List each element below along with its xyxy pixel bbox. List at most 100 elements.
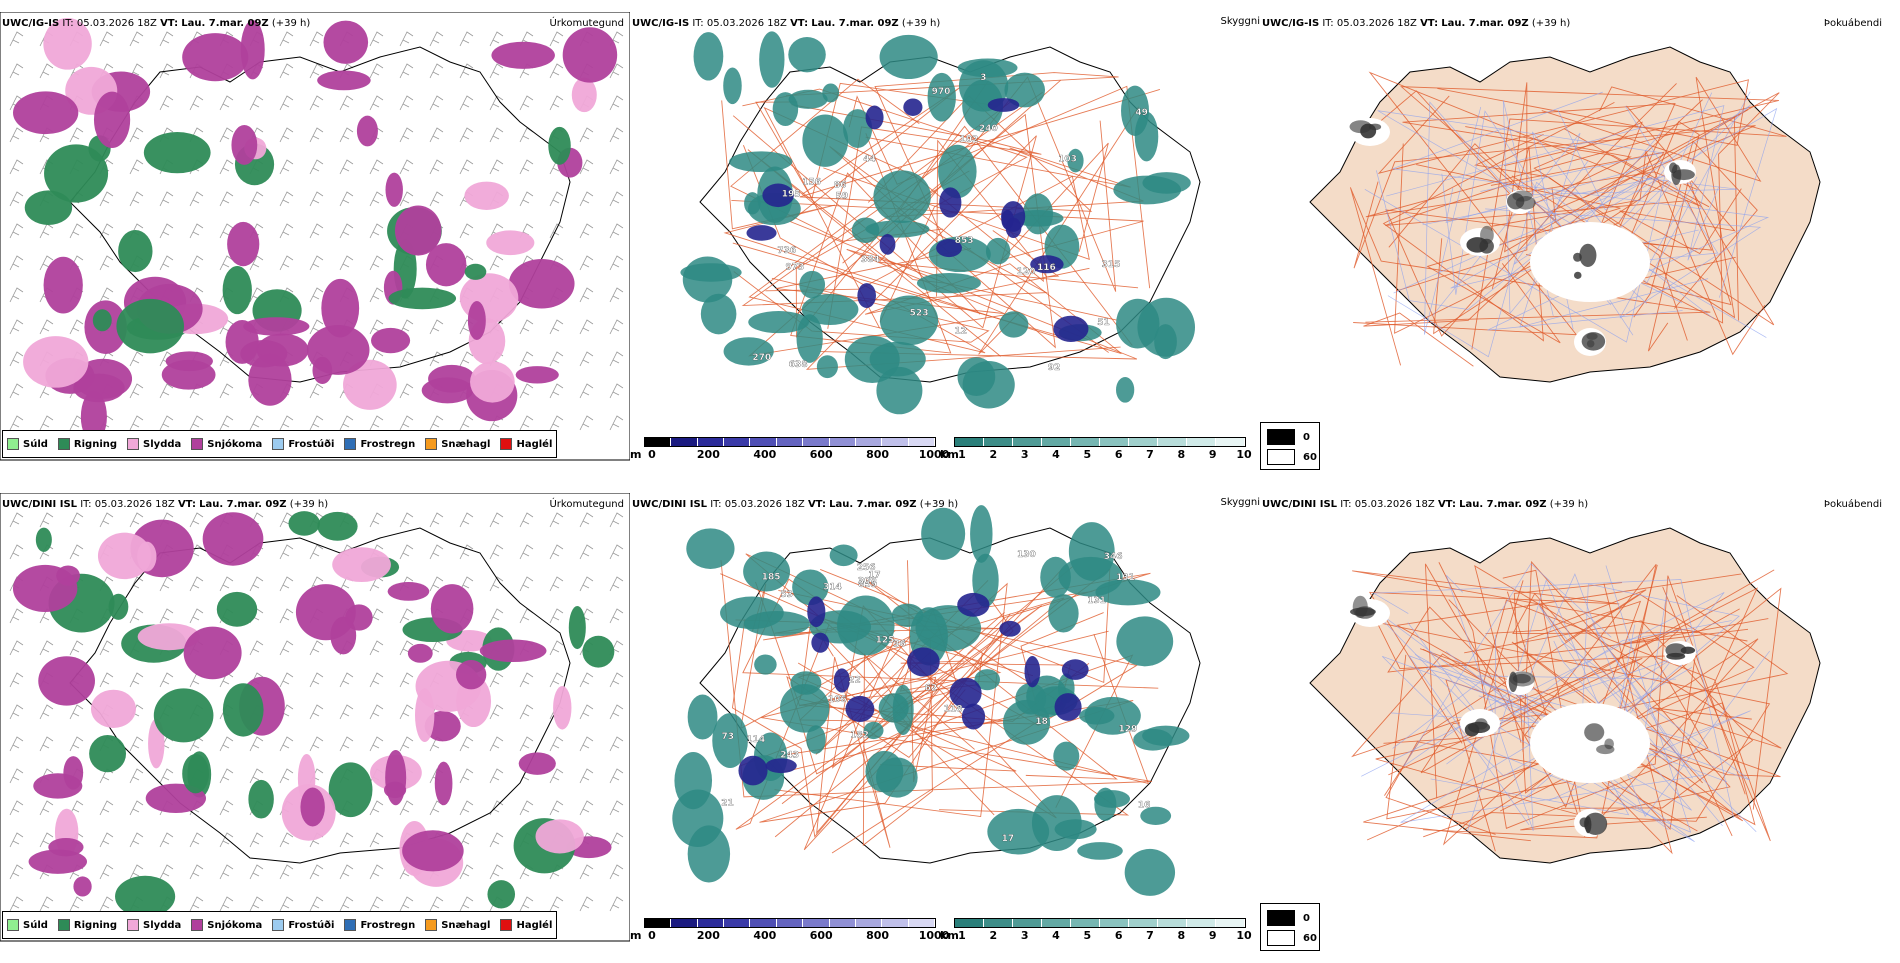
precip-type-panel-1: UWC/IG-IS IT: 05.03.2026 18Z VT: Lau. 7.… (0, 12, 630, 482)
wind-barb (159, 576, 174, 592)
precip-area (300, 787, 325, 827)
wind-barb (519, 736, 534, 752)
low-cloud-area (936, 239, 962, 258)
wind-barb (609, 672, 624, 688)
wind-barb (279, 672, 294, 688)
legend-label: Haglél (516, 438, 553, 450)
wind-barb (369, 704, 384, 720)
wind-barb (99, 512, 114, 528)
wind-barb (549, 415, 564, 431)
wind-barb (219, 736, 234, 752)
low-cloud-area (762, 183, 794, 208)
precip-area (153, 688, 214, 743)
colorbar-segment (1042, 438, 1071, 446)
wind-barb (459, 31, 474, 47)
wind-barb (9, 127, 24, 143)
wind-barb (369, 95, 384, 111)
legend-item: Súld (7, 438, 48, 450)
wind-barb (129, 832, 144, 848)
colorbar-tick: 200 (696, 929, 720, 942)
precip-area (73, 876, 92, 897)
low-cloud-area (845, 695, 875, 723)
wind-barb (99, 640, 114, 656)
wind-barb (219, 832, 234, 848)
cloud-base-label: 853 (955, 236, 974, 246)
legend-swatch (425, 438, 438, 450)
wind-barb (249, 95, 264, 111)
cloud-base-label: 182 (850, 731, 869, 741)
wind-barb (129, 800, 144, 816)
precip-area (328, 762, 373, 818)
wind-barb (39, 319, 54, 335)
precip-area (118, 230, 153, 273)
wind-barb (489, 63, 504, 79)
wind-barb (189, 608, 204, 624)
river (1426, 668, 1751, 801)
low-visibility-area (957, 357, 996, 397)
wind-barb (519, 704, 534, 720)
wind-barb (339, 127, 354, 143)
panel-header: UWC/DINI ISL IT: 05.03.2026 18Z VT: Lau.… (2, 499, 329, 510)
colorbar-tick: 1 (958, 448, 966, 461)
colorbar-tick: 600 (809, 448, 833, 461)
wind-barb (9, 191, 24, 207)
cloud-base-label: 309 (858, 577, 877, 587)
legend-label: Slydda (143, 438, 182, 450)
fog-legend-swatch (1267, 429, 1295, 445)
cloud-base-label: 22 (848, 676, 861, 686)
legend-swatch (344, 438, 357, 450)
precip-area (317, 511, 358, 541)
colorbar-tick: 5 (1083, 448, 1092, 461)
visibility-map-1: 102 120 384 736 156 523 103 51 12 315 195 49 92 59 270… (680, 31, 1201, 415)
precip-area (216, 591, 258, 627)
precip-area (387, 582, 430, 601)
wind-barb (279, 896, 294, 912)
colorbar-swatches (644, 918, 936, 928)
wind-barb (369, 223, 384, 239)
cloud-base-label: 16 (1138, 801, 1151, 811)
wind-barb (339, 672, 354, 688)
wind-barb (99, 800, 114, 816)
wind-barb (39, 63, 54, 79)
cloud-base-label: 859 (858, 580, 877, 590)
wind-barb (9, 383, 24, 399)
low-visibility-area (970, 505, 993, 563)
colorbar-segment (1129, 438, 1158, 446)
river (1361, 592, 1725, 777)
low-visibility-area (780, 683, 830, 733)
precip-area (345, 604, 373, 631)
wind-barb (459, 351, 474, 367)
low-visibility-area (879, 295, 939, 346)
low-visibility-area (891, 603, 924, 627)
wind-barb (609, 95, 624, 111)
low-visibility-area (1142, 172, 1191, 194)
wind-barb (249, 576, 264, 592)
wind-barb (99, 223, 114, 239)
wind-barb (369, 672, 384, 688)
low-visibility-area (879, 34, 938, 79)
precip-area (182, 33, 249, 82)
wind-barb (69, 800, 84, 816)
wind-barb (369, 159, 384, 175)
precip-area (571, 77, 597, 113)
fog-area (1604, 738, 1614, 750)
wind-barb (519, 351, 534, 367)
cloud-base-label: 102 (959, 135, 978, 145)
colorbar-unit: m (630, 929, 642, 942)
wind-barb (579, 319, 594, 335)
wind-barb (9, 63, 24, 79)
precip-area (108, 593, 129, 620)
legend-label: Haglél (516, 919, 553, 931)
low-visibility-area (1133, 728, 1173, 751)
cloud-base-label: 92 (1048, 363, 1061, 373)
panel-title: Úrkomutegund (549, 18, 624, 29)
wind-barb (429, 896, 444, 912)
wind-barb (309, 319, 324, 335)
colorbar-tick: 7 (1146, 448, 1154, 461)
precip-area (89, 735, 127, 773)
wind-barb (519, 576, 534, 592)
low-visibility-area (802, 114, 849, 167)
colorbar-segment (984, 919, 1013, 927)
legend-swatch (57, 438, 70, 450)
cloud-base-label: 256 (857, 563, 876, 573)
